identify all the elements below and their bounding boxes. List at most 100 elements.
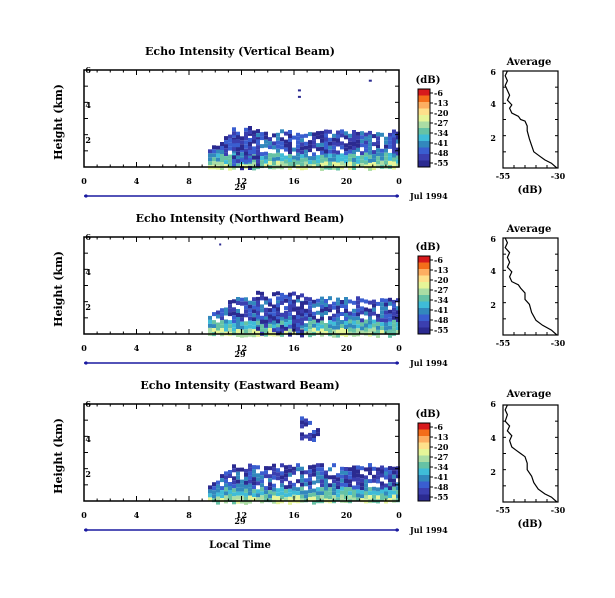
echo-cell <box>288 316 292 321</box>
date-marker <box>395 528 399 532</box>
echo-cell <box>328 145 332 150</box>
echo-cell <box>348 153 352 158</box>
echo-cell <box>380 314 384 319</box>
colorbar-label: -27 <box>434 452 448 462</box>
echo-cell <box>224 164 228 169</box>
echo-cell <box>352 138 356 142</box>
echo-cell <box>256 129 260 134</box>
echo-cell <box>264 470 268 475</box>
echo-cell <box>268 466 272 471</box>
echo-cell <box>248 163 252 168</box>
echo-cell <box>236 147 240 152</box>
echo-cell <box>232 143 236 148</box>
echo-cell <box>280 161 284 166</box>
echo-cell <box>368 495 372 500</box>
echo-cell <box>388 297 392 302</box>
echo-cell <box>216 157 220 162</box>
echo-cell <box>220 312 224 317</box>
echo-cell <box>384 306 388 311</box>
echo-cell <box>356 131 360 136</box>
echo-cell <box>340 312 344 316</box>
echo-cell <box>320 166 324 171</box>
echo-cell <box>340 478 344 483</box>
echo-cell <box>240 467 244 472</box>
echo-cell <box>392 299 396 304</box>
echo-cell <box>356 465 360 470</box>
echo-cell <box>212 324 216 329</box>
date-marker <box>395 194 399 198</box>
echo-cell <box>236 471 240 476</box>
echo-cell <box>256 473 260 478</box>
echo-cell <box>244 305 248 310</box>
echo-cell <box>272 141 276 146</box>
echo-cell <box>232 476 236 481</box>
echo-cell <box>348 327 352 332</box>
echo-cell <box>280 324 284 329</box>
echo-cell <box>252 333 256 338</box>
echo-cell <box>260 136 264 141</box>
echo-cell <box>352 134 356 138</box>
echo-cell <box>272 316 276 321</box>
echo-cell <box>240 166 244 171</box>
echo-cell <box>224 323 228 328</box>
echo-cell <box>312 496 316 501</box>
echo-cell <box>240 301 244 306</box>
echo-cell <box>236 313 240 317</box>
echo-cell <box>220 150 224 154</box>
echo-cell <box>348 487 352 492</box>
echo-cell <box>348 145 352 150</box>
echo-cell <box>284 314 288 319</box>
echo-cell <box>364 475 368 480</box>
echo-cell <box>372 474 376 479</box>
echo-cell <box>308 305 312 310</box>
echo-cell <box>356 159 360 164</box>
echo-cell <box>280 332 284 337</box>
echo-cell <box>368 134 372 139</box>
echo-cell <box>268 312 272 317</box>
echo-cell <box>352 316 356 321</box>
echo-cell <box>376 467 380 472</box>
colorbar-swatch <box>418 468 430 476</box>
echo-cell <box>392 466 396 471</box>
echo-cell <box>352 332 356 337</box>
echo-cell <box>252 321 256 326</box>
echo-cell <box>284 143 288 148</box>
echo-cell <box>292 315 296 320</box>
echo-cell <box>320 162 324 167</box>
echo-cell <box>344 321 348 325</box>
echo-cell <box>220 490 224 495</box>
echo-cell <box>276 300 280 305</box>
echo-cell <box>368 130 372 135</box>
echo-cell <box>352 312 356 317</box>
echo-cell <box>312 500 316 505</box>
echo-cell <box>256 326 260 331</box>
echo-cell <box>284 465 288 470</box>
y-tick-label: 4 <box>85 100 91 110</box>
echo-cell <box>344 131 348 136</box>
x-tick-label: 8 <box>186 510 192 520</box>
echo-cell <box>348 471 352 476</box>
echo-cell <box>224 487 228 492</box>
echo-cell <box>368 328 372 333</box>
echo-cell <box>312 315 316 320</box>
echo-cell <box>360 306 364 311</box>
echo-cell <box>216 161 220 166</box>
echo-cell <box>264 159 268 164</box>
echo-cell <box>280 495 284 500</box>
echo-cell <box>356 312 360 317</box>
echo-cell <box>280 137 284 142</box>
echo-cell <box>264 490 268 495</box>
echo-cell <box>372 134 376 139</box>
echo-cell <box>396 139 400 144</box>
echo-cell <box>236 143 240 148</box>
echo-cell <box>332 313 336 318</box>
echo-cell <box>212 320 216 325</box>
echo-cell <box>296 144 300 149</box>
echo-cell <box>288 488 292 493</box>
echo-cell <box>384 491 388 496</box>
echo-cell <box>324 303 328 307</box>
echo-cell <box>396 318 400 323</box>
colorbar-swatch <box>418 134 430 142</box>
echo-cell <box>244 472 248 477</box>
echo-cell <box>240 333 244 338</box>
